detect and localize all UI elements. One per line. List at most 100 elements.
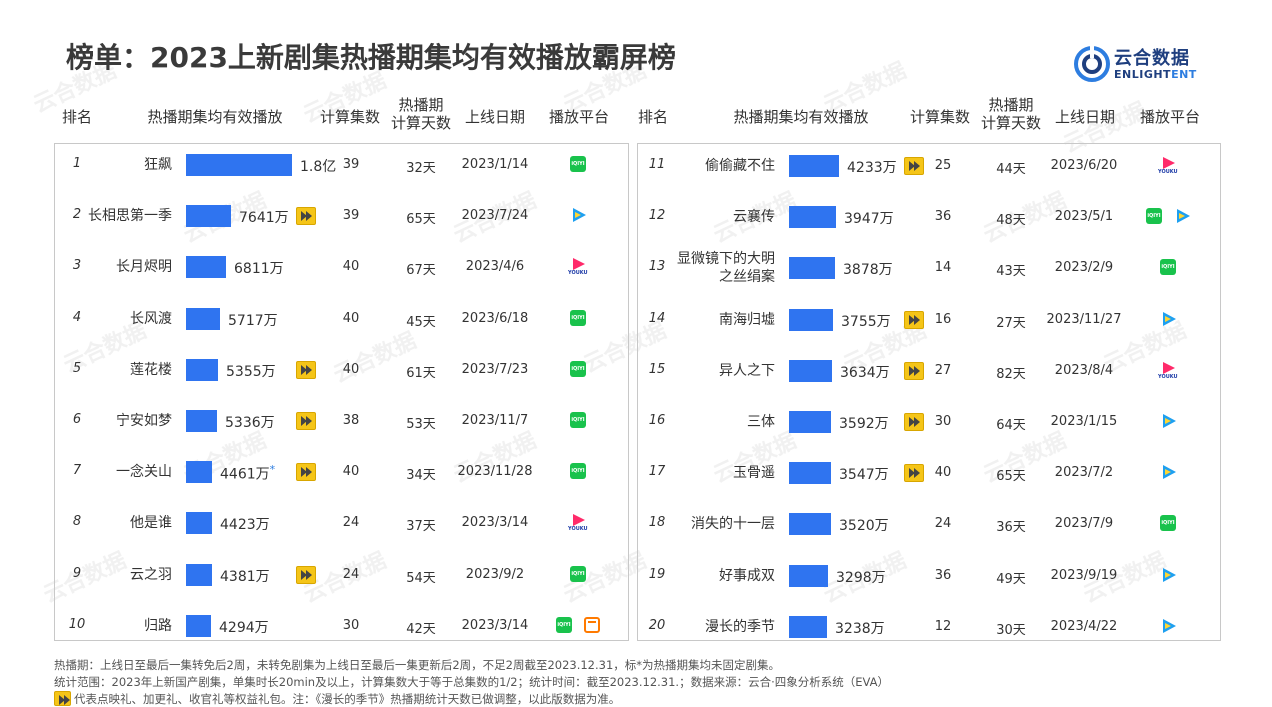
drama-name: 三体 [747, 414, 775, 430]
table-row: 13 显微镜下的大明 之丝绢案 3878万 14 43天 2023/2/9 iQIYI [0, 251, 1272, 285]
hot-days: 67天 [406, 263, 436, 279]
hot-days: 65天 [406, 212, 436, 228]
play-value-label: 3592万 [839, 416, 889, 432]
release-date: 2023/6/20 [1050, 158, 1118, 173]
hot-days: 48天 [996, 213, 1026, 229]
episode-count: 30 [342, 617, 360, 633]
release-date: 2023/1/15 [1050, 414, 1118, 429]
play-value-label: 4294万 [219, 619, 269, 636]
rank-number: 18 [648, 515, 666, 531]
play-value-label: 7641万 [239, 210, 289, 227]
play-value-bar [789, 513, 831, 536]
play-value-bar [186, 410, 217, 432]
play-value-label: 4461万* [220, 463, 276, 483]
table-row: 8 他是谁 4423万 24 37天 2023/3/14 YOUKU [0, 509, 1272, 539]
play-value-label: 4423万 [220, 517, 270, 534]
episode-count: 36 [934, 567, 952, 583]
release-date: 2023/3/14 [461, 515, 529, 531]
release-date: 2023/9/19 [1050, 567, 1118, 583]
gift-pack-badge-icon [296, 412, 316, 430]
hot-days: 34天 [406, 468, 436, 484]
hot-days: 61天 [406, 365, 436, 381]
table-row: 20 漫长的季节 3238万 12 30天 2023/4/22 [0, 613, 1272, 643]
hot-days: 43天 [996, 264, 1026, 280]
rank-number: 4 [72, 309, 82, 325]
drama-name: 异人之下 [719, 362, 775, 379]
play-value-bar [789, 308, 833, 331]
drama-name: 他是谁 [130, 515, 172, 532]
table-row: 17 玉骨遥 3547万 40 65天 2023/7/2 [0, 459, 1272, 489]
table-row: 15 异人之下 3634万 27 82天 2023/8/4 YOUKU [0, 357, 1272, 387]
play-value-label: 3878万 [843, 262, 893, 279]
iqiyi-logo-icon: iQIYI [556, 616, 572, 633]
release-date: 2023/9/2 [465, 566, 525, 582]
play-value-bar [186, 614, 211, 637]
hot-days: 53天 [406, 417, 436, 432]
play-value-bar [789, 411, 831, 433]
release-date: 2023/6/18 [461, 310, 529, 326]
header-episodes-right: 计算集数 [909, 108, 970, 126]
header-date: 上线日期 [464, 108, 525, 126]
header-avg-play: 热播期集均有效播放 [147, 108, 283, 126]
play-value-bar [186, 256, 226, 279]
play-value-label: 3298万 [836, 569, 886, 586]
tencent-logo-icon [1160, 413, 1176, 429]
tencent-logo-icon [570, 207, 586, 224]
drama-name: 狂飙 [144, 157, 172, 173]
release-date: 2023/11/7 [461, 413, 529, 428]
header-rank: 排名 [62, 108, 93, 126]
release-date: 2023/1/14 [461, 157, 529, 172]
release-date: 2023/3/14 [461, 617, 529, 633]
header-date-right: 上线日期 [1054, 108, 1115, 126]
gift-pack-badge-icon [54, 691, 71, 706]
release-date: 2023/4/22 [1050, 618, 1118, 634]
rank-number: 19 [648, 566, 666, 582]
play-value-label: 3520万 [839, 518, 889, 535]
header-rank-right: 排名 [638, 108, 669, 126]
drama-name: 宁安如梦 [116, 413, 172, 429]
rank-number: 15 [648, 361, 666, 377]
gift-pack-badge-icon [296, 360, 316, 379]
play-value-bar [186, 154, 292, 176]
release-date: 2023/11/28 [457, 464, 533, 480]
play-value-bar [186, 205, 231, 228]
footer-note-1: 热播期：上线日至最后一集转免后2周，未转免剧集为上线日至最后一集更新后2周，不足… [54, 658, 781, 672]
hot-days: 82天 [996, 366, 1026, 382]
drama-name: 莲花楼 [130, 361, 172, 378]
play-value-bar [789, 564, 828, 587]
play-value-label: 4233万 [847, 160, 897, 176]
hot-days: 30天 [996, 622, 1026, 638]
rank-number: 17 [648, 464, 666, 480]
rank-number: 10 [68, 616, 86, 632]
drama-name: 南海归墟 [719, 311, 775, 328]
table-row: 18 消失的十一层 3520万 24 36天 2023/7/9 iQIYI [0, 510, 1272, 540]
tencent-logo-icon [1160, 310, 1176, 327]
table-row: 10 归路 4294万 30 42天 2023/3/14 iQIYI [0, 612, 1272, 642]
hot-days: 64天 [996, 418, 1026, 433]
rank-number: 3 [72, 258, 82, 274]
play-value-bar [789, 257, 835, 280]
logo-mark-icon [1074, 46, 1110, 82]
mango-logo-icon [584, 616, 600, 633]
hot-days: 45天 [406, 314, 436, 330]
rank-number: 6 [72, 412, 82, 427]
hot-days: 42天 [406, 621, 436, 637]
rank-number: 20 [648, 617, 666, 633]
episode-count: 25 [934, 158, 952, 173]
hot-days: 27天 [996, 315, 1026, 331]
table-row: 12 云襄传 3947万 36 48天 2023/5/1 iQIYI [0, 203, 1272, 233]
drama-name: 归路 [144, 617, 172, 634]
table-row: 5 莲花楼 5355万 40 61天 2023/7/23 iQIYI [0, 356, 1272, 386]
hot-days: 54天 [406, 570, 436, 586]
play-value-label: 3634万 [840, 364, 890, 381]
release-date: 2023/7/24 [461, 208, 529, 224]
hot-days: 36天 [996, 520, 1026, 536]
youku-logo-icon: YOUKU [1158, 157, 1178, 177]
episode-count: 24 [342, 515, 360, 531]
release-date: 2023/7/9 [1054, 516, 1114, 532]
play-value-label: 3238万 [835, 620, 885, 637]
drama-name: 一念关山 [116, 464, 172, 481]
play-value-label: 5355万 [226, 363, 276, 380]
play-value-bar [186, 512, 212, 535]
play-value-label: 1.8亿 [300, 159, 337, 175]
